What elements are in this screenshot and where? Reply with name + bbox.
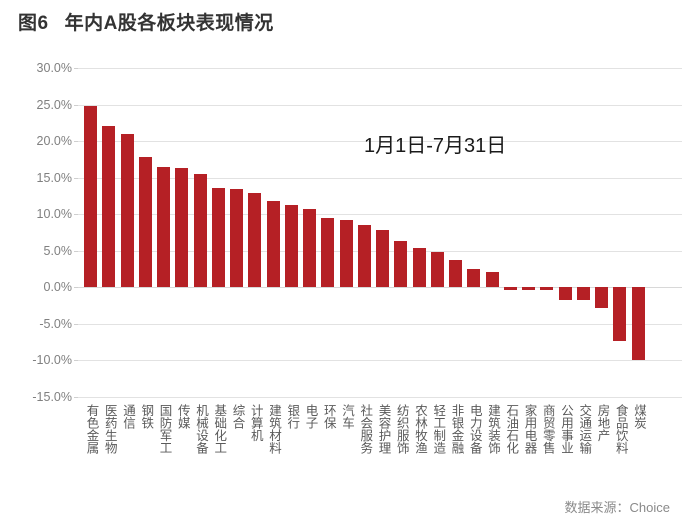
y-axis-tick-label: 30.0% xyxy=(36,61,72,75)
y-axis-tick-mark xyxy=(74,287,78,289)
y-axis-tick-mark xyxy=(74,141,78,143)
x-axis-tick-label: 石油石化 xyxy=(504,404,519,454)
bar xyxy=(339,220,353,288)
y-axis-tick-mark xyxy=(74,177,78,179)
y-axis-tick-mark xyxy=(74,214,78,216)
bar xyxy=(248,193,262,288)
x-axis-tick-label: 基础化工 xyxy=(212,404,227,454)
x-axis-tick-label: 煤炭 xyxy=(632,404,646,429)
bar xyxy=(376,230,389,288)
x-axis-tick-label: 传媒 xyxy=(175,404,190,429)
x-axis-tick-label: 家用电器 xyxy=(522,404,537,454)
bar xyxy=(631,287,645,360)
gridline xyxy=(78,177,682,179)
gridline xyxy=(78,214,682,216)
bar xyxy=(138,157,152,288)
bar xyxy=(412,247,426,288)
gridline xyxy=(78,141,682,143)
x-axis-tick-label: 有色金属 xyxy=(84,404,99,454)
x-axis-tick-label: 商贸零售 xyxy=(540,404,555,454)
y-axis-tick-mark xyxy=(74,104,78,106)
bar xyxy=(120,133,134,288)
x-axis-tick-label: 交通运输 xyxy=(577,404,592,454)
y-axis-tick-mark xyxy=(74,250,78,252)
y-axis-tick-label: 0.0% xyxy=(43,280,73,295)
bar xyxy=(449,259,462,288)
y-axis-tick-label: 25.0% xyxy=(36,97,72,112)
figure-number: 图6 xyxy=(18,13,49,34)
bar xyxy=(558,287,572,300)
bar xyxy=(303,209,316,288)
bar xyxy=(503,287,517,291)
x-axis-tick-label: 通信 xyxy=(121,404,135,429)
gridline xyxy=(78,397,682,398)
x-axis-tick-label: 国防军工 xyxy=(157,404,172,454)
y-axis-tick-label: -5.0% xyxy=(39,316,72,331)
bar xyxy=(284,205,298,288)
bar xyxy=(102,125,116,288)
bar xyxy=(394,241,408,288)
x-axis-tick-label: 公用事业 xyxy=(559,404,573,454)
bar xyxy=(157,166,170,288)
x-axis-tick-label: 医药生物 xyxy=(102,404,117,454)
title-text: 年内A股各板块表现情况 xyxy=(64,13,274,34)
x-axis-tick-label: 钢铁 xyxy=(139,404,154,429)
y-axis-tick-label: 10.0% xyxy=(36,207,72,222)
x-axis-tick-label: 银行 xyxy=(285,404,300,429)
bar xyxy=(467,269,481,288)
y-axis-tick-mark xyxy=(74,360,78,362)
page-title: 图6 年内A股各板块表现情况 xyxy=(18,8,274,35)
x-axis-tick-label: 社会服务 xyxy=(358,404,373,454)
bar xyxy=(595,287,608,308)
x-axis-tick-label: 建筑材料 xyxy=(267,404,281,454)
x-axis-tick-label: 非银金融 xyxy=(449,404,464,454)
bar xyxy=(211,187,225,288)
y-axis-tick-mark xyxy=(74,397,78,398)
bar xyxy=(540,287,554,291)
bar xyxy=(230,188,243,288)
bar xyxy=(175,168,189,288)
source-note: 数据来源：Choice xyxy=(564,500,670,515)
bar xyxy=(576,287,590,301)
y-axis-tick-label: 5.0% xyxy=(43,243,73,258)
x-axis-tick-label: 美容护理 xyxy=(376,404,391,454)
gridline xyxy=(78,360,682,362)
x-axis-tick-label: 轻工制造 xyxy=(431,404,446,454)
x-axis-tick-label: 综合 xyxy=(230,404,245,429)
x-axis-tick-label: 农林牧渔 xyxy=(413,404,427,454)
x-axis-tick-label: 电力设备 xyxy=(467,404,482,454)
gridline xyxy=(78,287,682,289)
bar xyxy=(266,201,280,288)
x-axis-tick-label: 纺织服饰 xyxy=(394,404,409,454)
x-axis-tick-label: 机械设备 xyxy=(194,404,208,454)
x-axis-tick-label: 电子 xyxy=(303,404,318,429)
y-axis-tick-label: -15.0% xyxy=(32,390,72,404)
x-axis-tick-label: 食品饮料 xyxy=(613,404,628,454)
y-axis-tick-label: -10.0% xyxy=(32,353,72,368)
bar xyxy=(321,217,335,288)
gridline xyxy=(78,104,682,106)
gridline xyxy=(78,323,682,325)
x-axis-tick-label: 建筑装饰 xyxy=(486,404,500,454)
y-axis-tick-mark xyxy=(74,68,78,69)
x-axis-tick-label: 环保 xyxy=(321,404,336,429)
bar xyxy=(485,271,499,288)
bar xyxy=(613,287,627,341)
bar xyxy=(522,287,535,291)
x-axis-tick-label: 计算机 xyxy=(248,404,263,442)
bar xyxy=(193,174,207,288)
y-axis-tick-label: 20.0% xyxy=(36,134,72,149)
x-axis-tick-label: 房地产 xyxy=(595,404,610,442)
bar xyxy=(430,252,444,288)
y-axis-tick-label: 15.0% xyxy=(36,170,72,185)
bar xyxy=(357,225,371,288)
bar xyxy=(84,106,97,288)
y-axis-tick-mark xyxy=(74,323,78,325)
gridline xyxy=(78,68,682,69)
period-annotation: 1月1日-7月31日 xyxy=(364,135,507,157)
x-axis-tick-label: 汽车 xyxy=(340,404,354,429)
